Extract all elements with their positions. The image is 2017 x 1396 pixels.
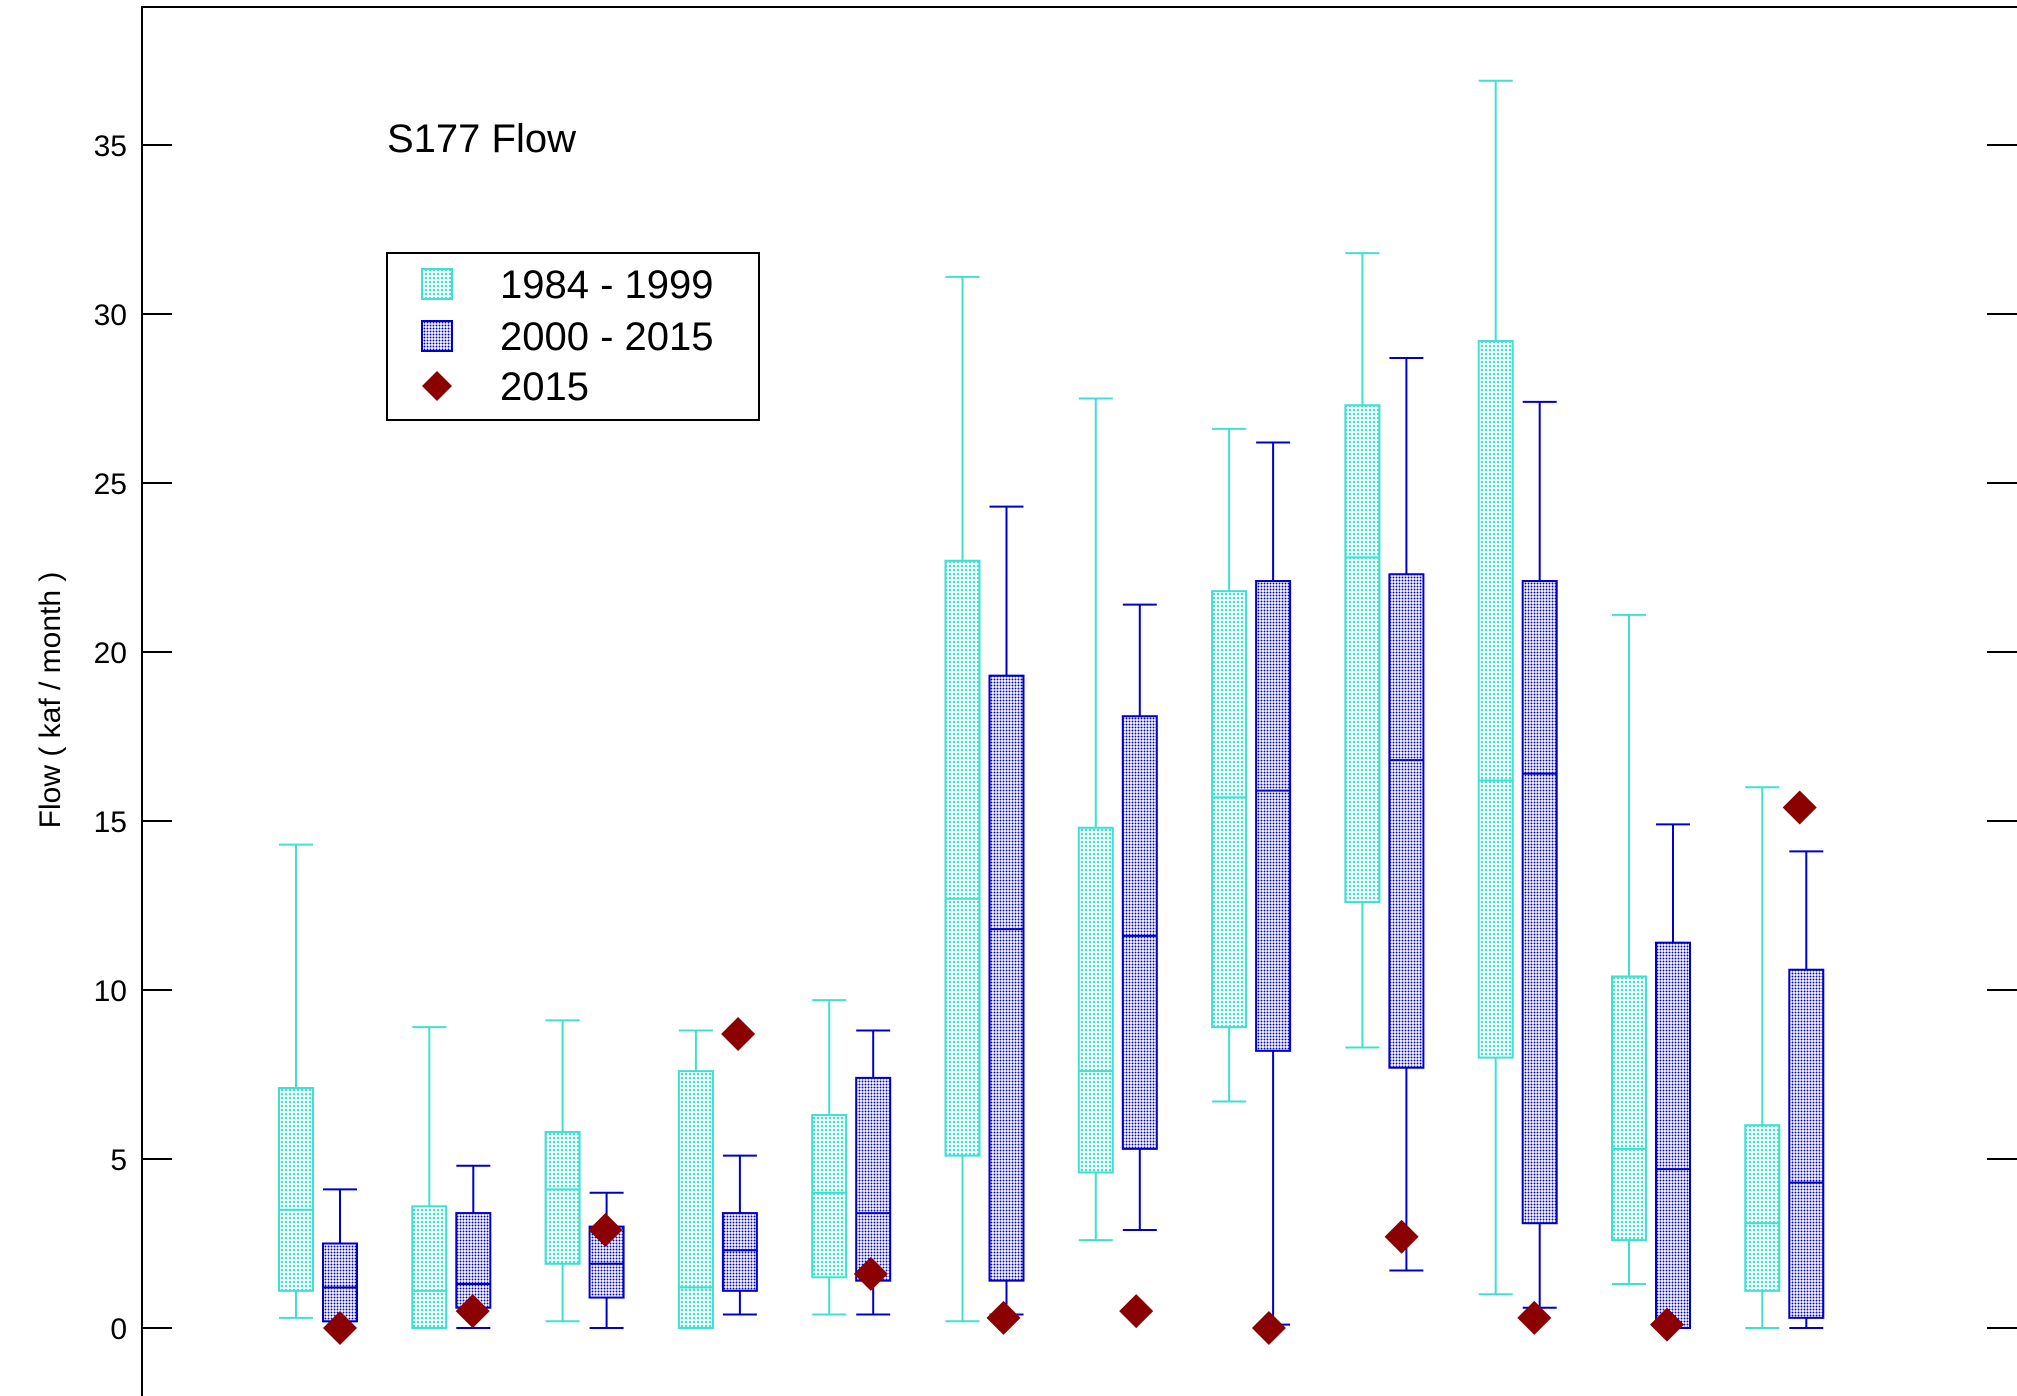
box-body bbox=[1121, 715, 1158, 1150]
chart-title: S177 Flow bbox=[387, 117, 576, 161]
y-tick-label: 30 bbox=[94, 299, 127, 332]
point-2015 bbox=[986, 1300, 1021, 1335]
box-1984-1999 bbox=[1744, 786, 1781, 1329]
y-tick-label: 20 bbox=[94, 637, 127, 670]
legend-label: 1984 - 1999 bbox=[500, 263, 714, 307]
box-2000-2015 bbox=[1388, 356, 1425, 1272]
box-1984-1999 bbox=[944, 275, 981, 1323]
box-body bbox=[811, 1114, 848, 1279]
box-body bbox=[721, 1212, 758, 1292]
box-plot-series bbox=[278, 79, 1825, 1329]
legend: 1984 - 1999 2000 - 2015 2015 bbox=[386, 252, 760, 421]
box-body bbox=[1477, 340, 1514, 1059]
box-body bbox=[1655, 941, 1691, 1329]
box-body bbox=[1611, 975, 1647, 1242]
plot-frame bbox=[141, 6, 2017, 1396]
box-body bbox=[455, 1212, 492, 1309]
point-2015 bbox=[455, 1294, 490, 1329]
point-2015 bbox=[323, 1311, 357, 1345]
point-2015 bbox=[588, 1212, 623, 1247]
box-2000-2015 bbox=[1521, 400, 1558, 1309]
box-body bbox=[988, 674, 1025, 1282]
point-2015 bbox=[1384, 1219, 1419, 1254]
y-tick-label: 35 bbox=[94, 130, 127, 163]
legend-item-2015: 2015 bbox=[422, 365, 589, 409]
point-2015 bbox=[853, 1256, 888, 1291]
y-axis-label: Flow ( kaf / month ) bbox=[34, 572, 67, 829]
box-body bbox=[855, 1076, 892, 1282]
box-1984-1999 bbox=[411, 1026, 448, 1329]
box-2000-2015 bbox=[322, 1188, 358, 1323]
box-1984-1999 bbox=[544, 1019, 581, 1323]
box-2000-2015 bbox=[988, 505, 1025, 1316]
y-tick-label: 0 bbox=[110, 1313, 127, 1346]
box-body bbox=[411, 1205, 448, 1329]
legend-item-1984-1999: 1984 - 1999 bbox=[421, 263, 714, 307]
point-2015 bbox=[1251, 1311, 1286, 1345]
box-2000-2015 bbox=[1121, 603, 1158, 1231]
box-body bbox=[1211, 590, 1248, 1029]
box-body bbox=[278, 1087, 314, 1292]
legend-label: 2000 - 2015 bbox=[500, 315, 714, 359]
point-2015 bbox=[1517, 1300, 1552, 1335]
box-body bbox=[944, 559, 981, 1157]
box-body bbox=[1788, 968, 1825, 1319]
box-1984-1999 bbox=[1211, 427, 1248, 1103]
box-2000-2015 bbox=[1255, 441, 1292, 1326]
box-2000-2015 bbox=[455, 1164, 492, 1329]
point-2015 bbox=[721, 1016, 756, 1051]
legend-swatch bbox=[421, 320, 453, 352]
y-axis: 0 5 10 15 20 25 30 35 bbox=[94, 130, 2017, 1346]
box-2000-2015 bbox=[721, 1154, 758, 1316]
box-2000-2015 bbox=[588, 1191, 625, 1329]
legend-label: 2015 bbox=[500, 365, 589, 409]
box-1984-1999 bbox=[1077, 397, 1114, 1242]
box-1984-1999 bbox=[278, 843, 314, 1319]
legend-item-2000-2015: 2000 - 2015 bbox=[421, 315, 714, 359]
y-tick-label: 15 bbox=[94, 806, 127, 839]
box-2000-2015 bbox=[1655, 823, 1691, 1329]
point-2015 bbox=[1650, 1307, 1684, 1342]
box-body bbox=[1077, 826, 1114, 1174]
box-body bbox=[677, 1070, 714, 1329]
box-1984-1999 bbox=[1344, 252, 1381, 1049]
point-2015 bbox=[1119, 1294, 1154, 1329]
box-body bbox=[1388, 573, 1425, 1069]
box-1984-1999 bbox=[677, 1029, 714, 1329]
box-2000-2015 bbox=[1788, 850, 1825, 1329]
box-1984-1999 bbox=[1477, 79, 1514, 1296]
point-series bbox=[323, 790, 1817, 1345]
box-body bbox=[1521, 580, 1558, 1225]
y-tick-label: 5 bbox=[110, 1144, 127, 1177]
box-1984-1999 bbox=[811, 999, 848, 1316]
box-body bbox=[1255, 580, 1292, 1052]
box-2000-2015 bbox=[855, 1029, 892, 1316]
box-body bbox=[322, 1242, 358, 1323]
y-tick-label: 10 bbox=[94, 975, 127, 1008]
box-body bbox=[544, 1130, 581, 1265]
legend-swatch bbox=[422, 371, 452, 401]
y-tick-label: 25 bbox=[94, 468, 127, 501]
box-body bbox=[1344, 404, 1381, 904]
box-body bbox=[1744, 1124, 1781, 1292]
point-2015 bbox=[1782, 790, 1817, 825]
legend-swatch bbox=[421, 268, 453, 300]
box-1984-1999 bbox=[1611, 613, 1647, 1286]
